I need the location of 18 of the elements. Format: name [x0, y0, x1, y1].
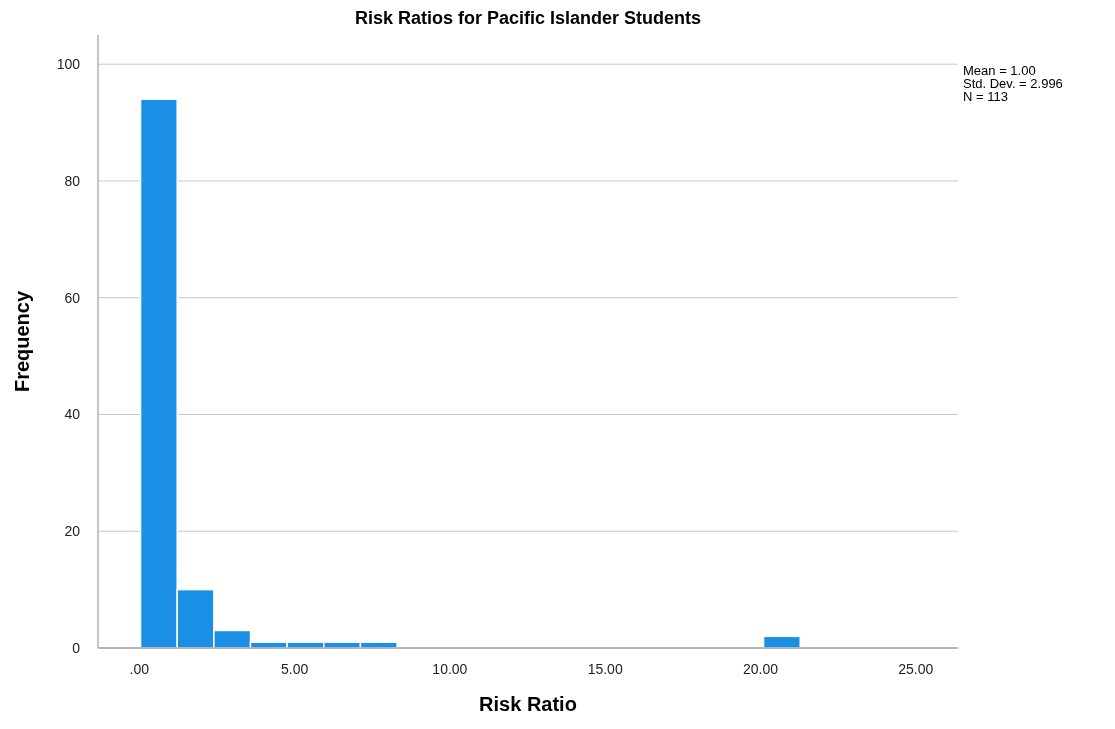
- x-tick-label: 10.00: [432, 660, 468, 677]
- chart-title: Risk Ratios for Pacific Islander Students: [353, 8, 703, 29]
- y-tick-label: 0: [72, 639, 81, 656]
- text: Std. Dev. = 2.996: [963, 76, 1063, 91]
- x-tick-label: 25.00: [898, 660, 934, 677]
- text: Mean = 1.00: [963, 63, 1037, 78]
- text: N = 113: [963, 89, 1009, 104]
- y-tick-label: 100: [56, 56, 81, 73]
- x-tick-label: 15.00: [587, 660, 623, 677]
- x-axis-title: Risk Ratio: [478, 693, 578, 716]
- x-tick-label: 20.00: [742, 660, 779, 677]
- y-tick-label: 20: [64, 523, 81, 540]
- y-tick-label: 60: [64, 289, 81, 306]
- x-tick-label: 5.00: [280, 660, 309, 677]
- y-tick-label: 40: [64, 406, 81, 423]
- x-tick-label: .00: [129, 660, 150, 677]
- y-axis-title: Frequency: [11, 290, 35, 393]
- y-tick-label: 80: [64, 172, 81, 189]
